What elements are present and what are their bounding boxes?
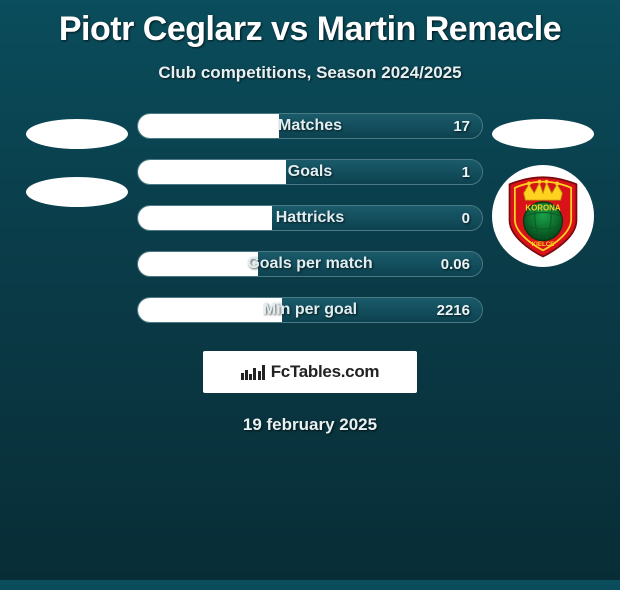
- stat-bar-right: [286, 160, 482, 184]
- stat-bar: Hattricks 0: [137, 205, 483, 231]
- stat-bar: Goals 1: [137, 159, 483, 185]
- stat-bar-right: [272, 206, 482, 230]
- left-photo-placeholder: [26, 119, 128, 149]
- bar-chart-icon: [241, 365, 265, 380]
- right-photo-placeholder: [492, 119, 594, 149]
- right-club-badge: KORONA KIELCE: [492, 165, 594, 267]
- stat-bar: Goals per match 0.06: [137, 251, 483, 277]
- comparison-bars: Matches 17 Goals 1 Hattricks 0 Goals per…: [137, 113, 483, 323]
- page-subtitle: Club competitions, Season 2024/2025: [0, 63, 620, 83]
- stat-bar-right: [282, 298, 482, 322]
- stat-bar-left: [138, 206, 272, 230]
- stat-bar-left: [138, 252, 258, 276]
- left-club-placeholder: [26, 177, 128, 207]
- stat-bar-left: [138, 160, 286, 184]
- stat-bar-right: [279, 114, 482, 138]
- attribution-brand: FcTables.com: [271, 362, 380, 382]
- svg-text:KORONA: KORONA: [525, 204, 560, 213]
- stat-bar: Matches 17: [137, 113, 483, 139]
- left-player-col: [17, 113, 137, 207]
- attribution-box: FcTables.com: [203, 351, 417, 393]
- svg-text:KIELCE: KIELCE: [532, 241, 555, 248]
- footer-date: 19 february 2025: [0, 415, 620, 435]
- stat-bar-right: [258, 252, 482, 276]
- page-title: Piotr Ceglarz vs Martin Remacle: [0, 10, 620, 49]
- comparison-layout: Matches 17 Goals 1 Hattricks 0 Goals per…: [0, 113, 620, 323]
- stat-bar-left: [138, 114, 279, 138]
- stat-bar: Min per goal 2216: [137, 297, 483, 323]
- right-player-col: KORONA KIELCE: [483, 113, 603, 267]
- stat-bar-left: [138, 298, 282, 322]
- club-crest-icon: KORONA KIELCE: [499, 172, 587, 260]
